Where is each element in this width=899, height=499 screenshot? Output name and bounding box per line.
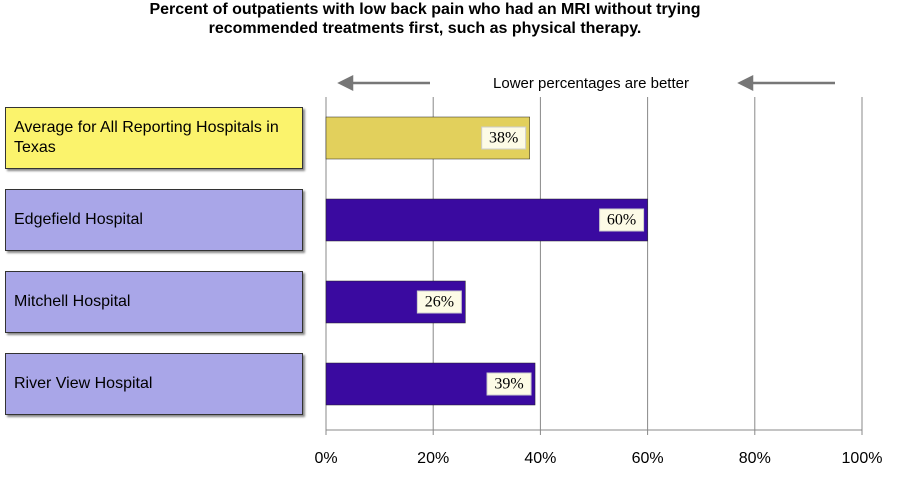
- value-label: 38%: [489, 130, 518, 147]
- x-tick-label: 80%: [739, 450, 771, 467]
- x-tick-label: 60%: [632, 450, 664, 467]
- value-label: 60%: [607, 212, 636, 229]
- chart-title: Percent of outpatients with low back pai…: [149, 1, 701, 37]
- category-label: Edgefield Hospital: [5, 189, 303, 251]
- x-tick-label: 20%: [417, 450, 449, 467]
- category-label: River View Hospital: [5, 353, 303, 415]
- arrowhead: [737, 74, 754, 92]
- x-tick-label: 0%: [314, 450, 337, 467]
- value-label: 26%: [425, 294, 454, 311]
- x-tick-label: 40%: [524, 450, 556, 467]
- annotation: Lower percentages are better: [493, 75, 689, 92]
- value-label-box: [599, 208, 645, 232]
- value-label-box: [486, 372, 532, 396]
- category-label: Average for All Reporting Hospitals in T…: [5, 107, 303, 169]
- arrowhead: [337, 74, 354, 92]
- bar: [325, 198, 648, 242]
- x-tick-label: 100%: [842, 450, 883, 467]
- value-label: 39%: [494, 376, 523, 393]
- category-label: Mitchell Hospital: [5, 271, 303, 333]
- arrows: [337, 74, 835, 92]
- value-label-box: [481, 126, 527, 150]
- value-label-box: [416, 290, 462, 314]
